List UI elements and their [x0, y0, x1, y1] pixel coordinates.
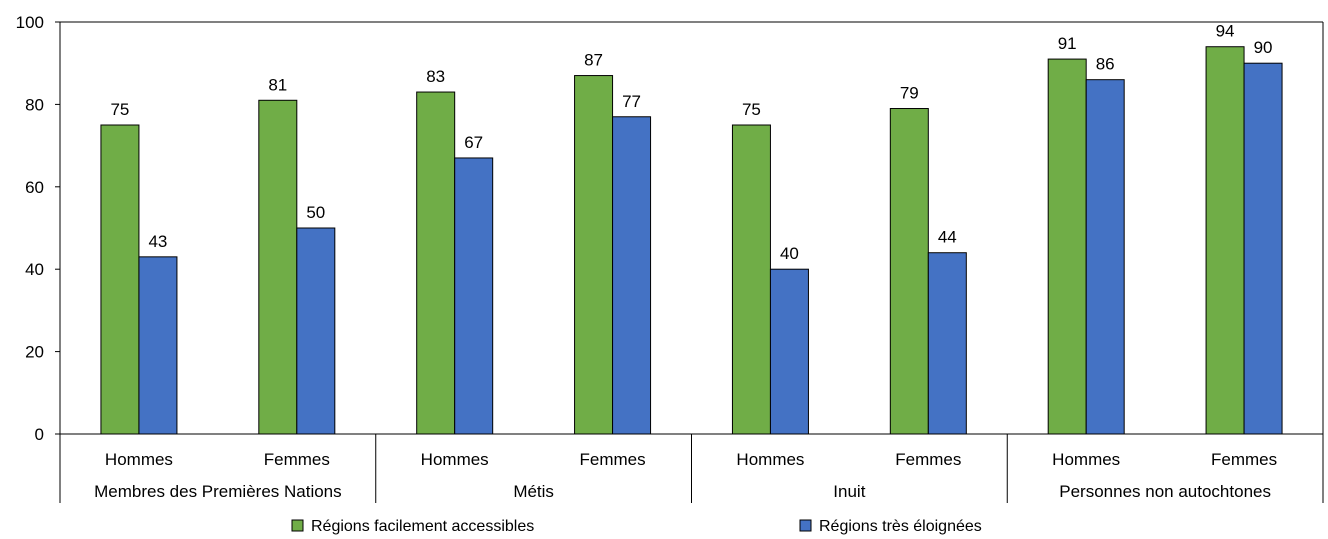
legend: Régions facilement accessibles Régions tr… — [291, 518, 982, 535]
y-axis: 0 20 40 60 80 100 — [16, 13, 1324, 444]
data-label: 83 — [426, 67, 445, 86]
data-label: 79 — [900, 84, 919, 103]
data-label: 40 — [780, 244, 799, 263]
legend-label: Régions très éloignées — [819, 518, 982, 535]
bar — [574, 75, 614, 435]
bar — [769, 268, 809, 435]
x-subcategory-label: Femmes — [1211, 450, 1277, 469]
x-axis: Hommes Femmes Hommes Femmes Hommes Femmes Homm… — [59, 433, 1324, 503]
x-subcategory-label: Hommes — [736, 450, 804, 469]
bar — [1243, 62, 1283, 435]
bar — [100, 124, 140, 435]
data-label: 67 — [464, 133, 483, 152]
bar — [1047, 58, 1087, 435]
bar — [454, 157, 494, 435]
x-subcategory-label: Hommes — [421, 450, 489, 469]
bar — [1085, 79, 1125, 435]
y-tick-label: 20 — [25, 343, 44, 362]
x-group-label: Personnes non autochtones — [1059, 482, 1271, 501]
y-tick-label: 0 — [35, 425, 44, 444]
bar — [927, 252, 967, 435]
data-label: 90 — [1254, 38, 1273, 57]
x-group-label: Métis — [513, 482, 554, 501]
data-label: 44 — [938, 228, 957, 247]
y-tick-label: 80 — [25, 95, 44, 114]
x-subcategory-label: Hommes — [1052, 450, 1120, 469]
data-label: 91 — [1058, 34, 1077, 53]
y-tick-label: 40 — [25, 260, 44, 279]
bar — [258, 99, 298, 435]
x-group-label: Membres des Premières Nations — [94, 482, 342, 501]
legend-swatch — [291, 519, 304, 532]
x-subcategory-label: Femmes — [580, 450, 646, 469]
bar — [296, 227, 336, 435]
data-label: 50 — [306, 203, 325, 222]
legend-swatch — [799, 519, 812, 532]
data-label: 43 — [148, 232, 167, 251]
data-label: 94 — [1216, 22, 1235, 41]
data-label: 75 — [742, 100, 761, 119]
data-label: 81 — [268, 75, 287, 94]
data-label: 86 — [1096, 55, 1115, 74]
bars — [100, 46, 1283, 435]
data-label: 75 — [110, 100, 129, 119]
bar — [731, 124, 771, 435]
bar — [138, 256, 178, 435]
bar — [416, 91, 456, 435]
y-tick-label: 60 — [25, 178, 44, 197]
x-subcategory-label: Femmes — [895, 450, 961, 469]
bar — [1205, 46, 1245, 435]
y-tick-label: 100 — [16, 13, 44, 32]
bar — [612, 116, 652, 435]
data-label: 77 — [622, 92, 641, 111]
legend-label: Régions facilement accessibles — [311, 518, 534, 535]
bar — [889, 108, 929, 435]
data-labels: 75 81 83 87 75 79 91 94 43 50 67 77 40 44 86 90 — [110, 22, 1272, 263]
x-subcategory-label: Femmes — [264, 450, 330, 469]
x-group-label: Inuit — [833, 482, 865, 501]
data-label: 87 — [584, 51, 603, 70]
x-subcategory-label: Hommes — [105, 450, 173, 469]
